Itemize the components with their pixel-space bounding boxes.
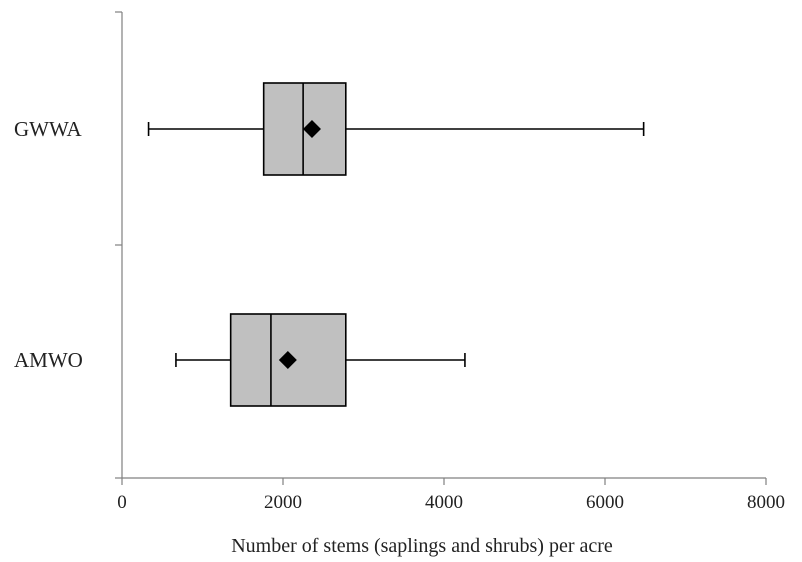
mean-marker — [302, 120, 321, 138]
x-tick-label: 6000 — [586, 492, 624, 513]
x-tick-label: 4000 — [425, 492, 463, 513]
x-tick-label: 2000 — [264, 492, 302, 513]
x-axis-title: Number of stems (saplings and shrubs) pe… — [231, 535, 613, 557]
x-tick-label: 8000 — [747, 492, 785, 513]
category-label: AMWO — [14, 348, 83, 372]
category-label: GWWA — [14, 117, 82, 141]
box-plot-gwwa — [147, 82, 645, 176]
axes — [115, 11, 767, 485]
box-plots — [147, 82, 645, 407]
x-tick-label: 0 — [117, 492, 127, 513]
box-plot-amwo — [175, 313, 466, 407]
category-labels: GWWA AMWO — [14, 117, 83, 372]
mean-marker — [278, 351, 297, 369]
x-tick-labels: 0 2000 4000 6000 8000 — [117, 492, 785, 513]
